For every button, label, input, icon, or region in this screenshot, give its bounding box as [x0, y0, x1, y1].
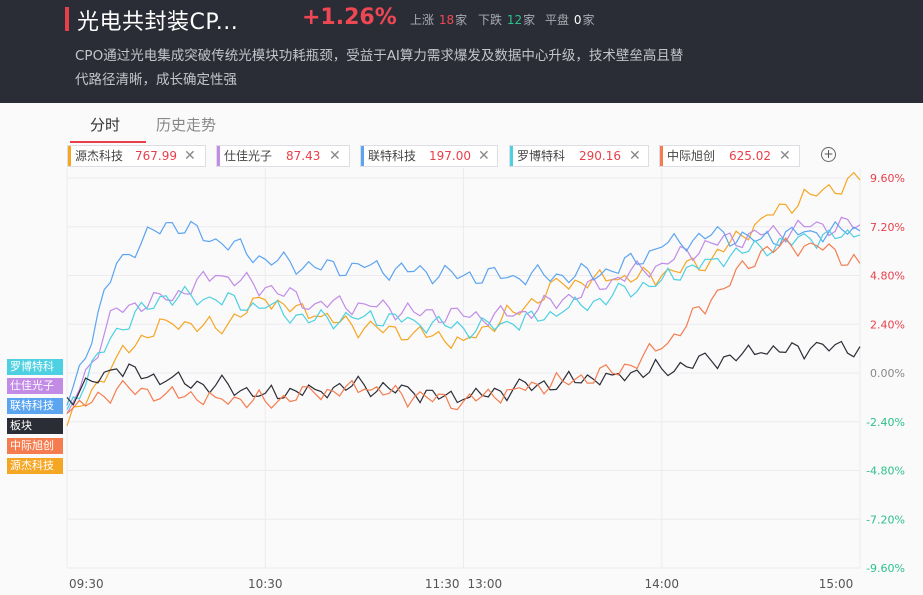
stock-name: 罗博特科 — [517, 149, 566, 163]
tab-bar: 分时 历史走势 — [0, 103, 923, 143]
stock-name: 中际旭创 — [667, 149, 716, 163]
series-line-源杰科技 — [66, 171, 861, 426]
plus-circle-icon[interactable]: + — [821, 147, 836, 162]
up-label: 上涨 — [410, 13, 435, 27]
legend-tag-0: 罗博特科 — [7, 359, 63, 375]
stock-chip-2[interactable]: 联特科技 197.00 ✕ — [360, 145, 498, 167]
stock-color-bar — [510, 146, 513, 166]
sector-change: +1.26% — [302, 5, 397, 30]
stock-name: 联特科技 — [368, 149, 417, 163]
flat-label: 平盘 — [545, 13, 570, 27]
y-tick-label: -2.40% — [866, 416, 905, 429]
stock-chip-1[interactable]: 仕佳光子 87.43 ✕ — [216, 145, 350, 167]
close-icon[interactable]: ✕ — [629, 148, 641, 164]
stock-name: 仕佳光子 — [224, 149, 273, 163]
y-tick-label: 7.20% — [870, 221, 905, 234]
legend-tag-2: 联特科技 — [7, 398, 63, 414]
flat-unit: 家 — [582, 13, 595, 27]
stock-price: 290.16 — [579, 149, 621, 163]
header: 光电共封装CP... +1.26% 上涨 18家 下跌 12家 平盘 0家 CP… — [0, 0, 923, 103]
x-tick-label: 13:00 — [468, 577, 503, 591]
tab-history[interactable]: 历史走势 — [156, 116, 217, 134]
x-tick-label: 14:00 — [644, 577, 679, 591]
title-accent-bar — [65, 7, 69, 31]
legend-tag-3: 板块 — [7, 418, 63, 434]
stock-color-bar — [361, 146, 364, 166]
series-line-联特科技 — [66, 220, 861, 406]
stock-chip-0[interactable]: 源杰科技 767.99 ✕ — [67, 145, 206, 167]
stock-color-bar — [68, 146, 71, 166]
up-count: 18 — [438, 13, 455, 27]
active-tab-underline — [70, 141, 146, 143]
stock-name: 源杰科技 — [75, 149, 124, 163]
series-line-中际旭创 — [66, 236, 861, 415]
close-icon[interactable]: ✕ — [779, 148, 791, 164]
y-tick-label: 2.40% — [870, 318, 905, 331]
x-tick-label: 15:00 — [819, 577, 854, 591]
stock-price: 197.00 — [429, 149, 471, 163]
stock-price: 767.99 — [135, 149, 177, 163]
stock-color-bar — [217, 146, 220, 166]
x-tick-label: 11:30 — [425, 577, 460, 591]
legend-tag-4: 中际旭创 — [7, 438, 63, 454]
stock-price: 625.02 — [729, 149, 771, 163]
up-stat: 上涨 18家 — [410, 11, 467, 28]
sector-description: CPO通过光电集成突破传统光模块功耗瓶颈，受益于AI算力需求爆发及数据中心升级，… — [75, 48, 684, 88]
series-line-仕佳光子 — [66, 216, 861, 414]
stock-color-bar — [660, 146, 663, 166]
stock-price: 87.43 — [286, 149, 321, 163]
down-stat: 下跌 12家 — [478, 11, 535, 28]
stock-chip-3[interactable]: 罗博特科 290.16 ✕ — [509, 145, 649, 167]
close-icon[interactable]: ✕ — [184, 148, 196, 164]
legend-tag-5: 源杰科技 — [7, 458, 63, 474]
flat-count: 0 — [573, 13, 582, 27]
series-line-板块 — [66, 340, 861, 407]
close-icon[interactable]: ✕ — [478, 148, 490, 164]
legend-tag-1: 仕佳光子 — [7, 378, 63, 394]
y-tick-label: -7.20% — [866, 513, 905, 526]
y-tick-label: 4.80% — [870, 270, 905, 283]
flat-stat: 平盘 0家 — [545, 11, 595, 28]
stock-chip-4[interactable]: 中际旭创 625.02 ✕ — [659, 145, 800, 167]
series-line-罗博特科 — [66, 228, 861, 410]
tab-intraday[interactable]: 分时 — [90, 116, 121, 134]
x-tick-label: 09:30 — [69, 577, 104, 591]
y-tick-label: 0.00% — [870, 367, 905, 380]
sector-title: 光电共封装CP... — [77, 10, 239, 35]
close-icon[interactable]: ✕ — [329, 148, 341, 164]
y-tick-label: -9.60% — [866, 562, 905, 575]
down-count: 12 — [506, 13, 523, 27]
down-label: 下跌 — [478, 13, 503, 27]
down-unit: 家 — [523, 13, 536, 27]
y-tick-label: -4.80% — [866, 465, 905, 478]
x-tick-label: 10:30 — [248, 577, 283, 591]
y-tick-label: 9.60% — [870, 172, 905, 185]
up-unit: 家 — [455, 13, 468, 27]
